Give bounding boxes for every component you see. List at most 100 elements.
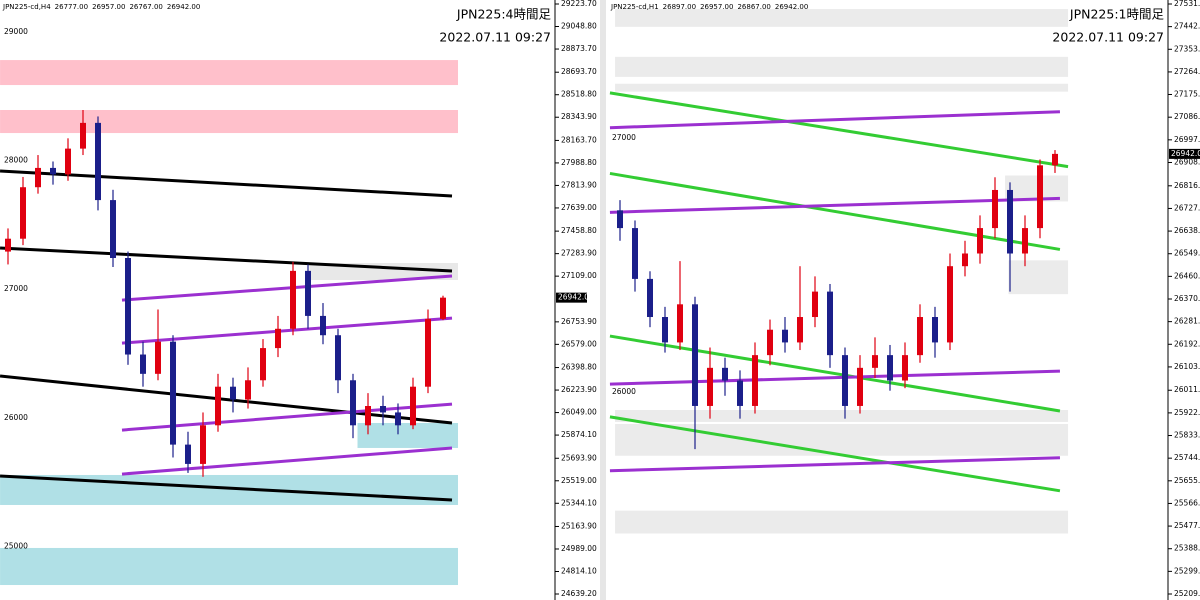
trend-line: [121, 446, 453, 476]
y-tick-label: 25655.40: [1174, 476, 1200, 485]
candle-body: [200, 425, 206, 464]
candle-body: [857, 367, 863, 406]
y-tick-label: 28518.80: [561, 90, 597, 99]
y-tick-label: 26192.70: [1174, 339, 1200, 348]
y-tick-label: 26753.90: [561, 317, 597, 326]
trend-line: [609, 110, 1061, 130]
candle-body: [125, 258, 131, 355]
candle-body: [380, 406, 386, 413]
y-tick-label: 26398.80: [561, 363, 597, 372]
y-tick-label: 29048.80: [561, 22, 597, 31]
level-label: 25000: [4, 542, 28, 551]
candle-body: [410, 386, 416, 426]
y-tick-label: 25566.30: [1174, 498, 1200, 507]
level-label: 28000: [4, 155, 28, 164]
candle-body: [80, 122, 86, 149]
y-tick-label: 25388.10: [1174, 544, 1200, 553]
zone: [1008, 260, 1069, 295]
y-tick-label: 27353.70: [1174, 44, 1200, 53]
y-tick-label: 27175.80: [1174, 89, 1200, 98]
candle-body: [992, 189, 998, 229]
y-tick-label: 27458.80: [561, 226, 597, 235]
candle-body: [902, 355, 908, 381]
candle-body: [365, 406, 371, 426]
timestamp: 2022.07.11 09:27: [439, 30, 551, 45]
candle-body: [1022, 228, 1028, 254]
y-tick-label: 25693.90: [561, 453, 597, 462]
candle-body: [842, 355, 848, 406]
y-tick-label: 25299.00: [1174, 566, 1200, 575]
y-tick-label: 26579.00: [561, 339, 597, 348]
y-tick-label: 27283.90: [561, 249, 597, 258]
header-symbol: JPN225-cd,H4: [2, 3, 51, 11]
y-tick-label: 26049.00: [561, 408, 597, 417]
candle-body: [215, 386, 221, 426]
candle-body: [917, 317, 923, 356]
candle-body: [827, 291, 833, 356]
y-tick-label: 26997.30: [1174, 135, 1200, 144]
y-tick-label: 26549.10: [1174, 249, 1200, 258]
candle-body: [632, 228, 638, 279]
header-quote: 26942.00: [775, 3, 808, 11]
y-tick-label: 24639.20: [561, 589, 597, 598]
zone: [309, 263, 458, 281]
level-label: 27000: [612, 133, 636, 142]
y-tick-label: 24989.00: [561, 544, 597, 553]
y-tick-label: 25922.70: [1174, 408, 1200, 417]
candle-body: [35, 167, 41, 188]
candle-body: [155, 341, 161, 374]
y-tick-label: 26460.00: [1174, 271, 1200, 280]
header-quote: 26942.00: [167, 3, 200, 11]
zone: [0, 60, 459, 86]
plot-area: [0, 0, 555, 600]
trend-line: [121, 274, 453, 302]
candle-body: [692, 304, 698, 406]
header-symbol: JPN225-cd,H1: [610, 3, 659, 11]
level-label: 26000: [4, 413, 28, 422]
last-price-label: 26942.00: [558, 293, 594, 302]
zone: [615, 410, 1069, 422]
last-price-box: [556, 292, 587, 303]
header-quote: 26867.00: [737, 3, 770, 11]
zone: [615, 9, 1069, 27]
level-label: 26000: [612, 387, 636, 396]
candle-body: [737, 380, 743, 406]
candle-body: [245, 380, 251, 400]
trend-line: [609, 171, 1061, 251]
candle-body: [425, 318, 431, 387]
header: JPN225-cd,H1 26897.00 26957.00 26867.00 2694…: [610, 3, 808, 11]
candle-body: [782, 329, 788, 343]
candle-body: [320, 315, 326, 336]
candle-body: [812, 291, 818, 318]
header-quote: 26957.00: [92, 3, 125, 11]
y-tick-label: 26281.80: [1174, 317, 1200, 326]
zone: [615, 83, 1069, 92]
candle-body: [962, 253, 968, 267]
y-tick-label: 26727.30: [1174, 203, 1200, 212]
candle-body: [335, 335, 341, 381]
candle-body: [20, 187, 26, 239]
y-tick-label: 25519.00: [561, 476, 597, 485]
y-tick-label: 25209.90: [1174, 589, 1200, 598]
candle-body: [65, 148, 71, 175]
candle-body: [260, 348, 266, 381]
candle-body: [1037, 165, 1043, 229]
header-quote: 26777.00: [55, 3, 88, 11]
y-tick-label: 26816.40: [1174, 181, 1200, 190]
candle-body: [140, 354, 146, 374]
candle-body: [305, 270, 311, 316]
candle-body: [110, 200, 116, 259]
y-tick-label: 27813.90: [561, 180, 597, 189]
header: JPN225-cd,H4 26777.00 26957.00 26767.00 2694…: [2, 3, 200, 11]
plot-area: [608, 0, 1168, 600]
candle-body: [677, 304, 683, 343]
candle-body: [872, 355, 878, 368]
zone: [0, 547, 459, 586]
y-tick-label: 26103.60: [1174, 362, 1200, 371]
timestamp: 2022.07.11 09:27: [1052, 30, 1164, 45]
y-tick-label: 25744.50: [1174, 453, 1200, 462]
trend-line: [609, 334, 1061, 413]
candle-body: [767, 329, 773, 356]
